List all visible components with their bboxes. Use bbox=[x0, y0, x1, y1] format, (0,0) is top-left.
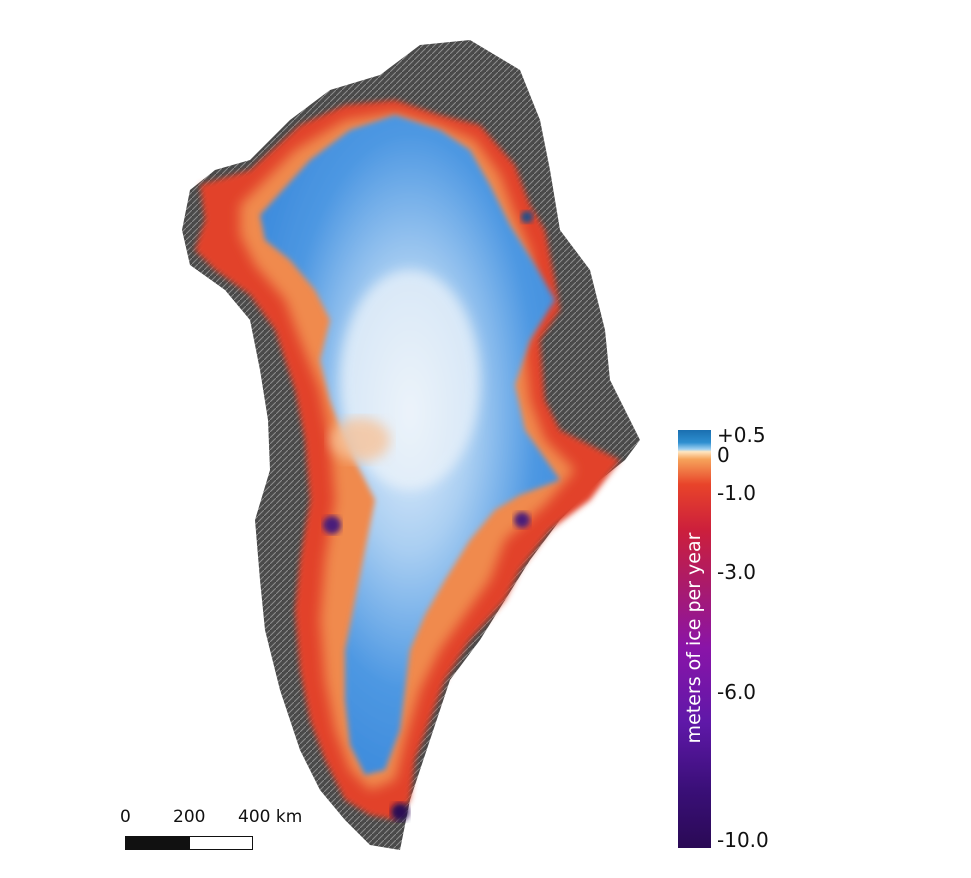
legend-tick-minus-1: -1.0 bbox=[717, 481, 757, 505]
colorbar-title-text: meters of ice per year bbox=[683, 532, 705, 744]
scale-bar-black-segment bbox=[126, 837, 190, 849]
scale-label-400-km: 400 km bbox=[238, 807, 303, 827]
interior-orange-patch bbox=[330, 418, 390, 462]
scale-bar bbox=[125, 836, 253, 850]
heavy-loss-spot bbox=[514, 512, 530, 528]
legend-tick-minus-10: -10.0 bbox=[717, 828, 769, 852]
heavy-loss-spot bbox=[521, 211, 533, 223]
legend-tick-0: 0 bbox=[717, 443, 730, 467]
heavy-loss-spot bbox=[391, 803, 409, 821]
scale-label-0: 0 bbox=[120, 807, 131, 827]
legend-tick-plus-0-5: +0.5 bbox=[717, 423, 766, 447]
legend-tick-minus-6: -6.0 bbox=[717, 680, 757, 704]
legend-tick-minus-3: -3.0 bbox=[717, 560, 757, 584]
heavy-loss-spot bbox=[323, 516, 341, 534]
colorbar bbox=[678, 430, 711, 848]
scale-label-200: 200 bbox=[173, 807, 206, 827]
